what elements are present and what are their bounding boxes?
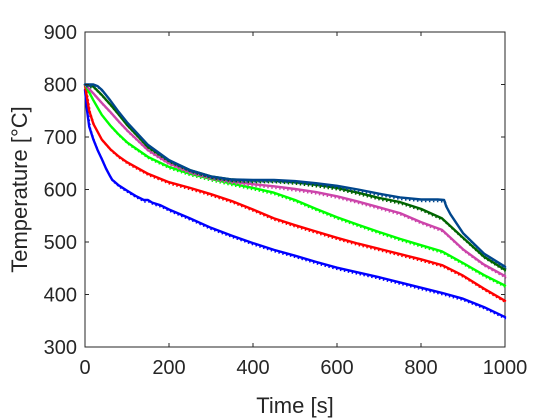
y-tick-label: 300 (44, 337, 77, 359)
x-tick-label: 400 (236, 357, 269, 379)
y-tick-label: 400 (44, 285, 77, 307)
y-tick-label: 900 (44, 22, 77, 44)
x-axis-label: Time [s] (256, 393, 333, 418)
y-tick-label: 500 (44, 232, 77, 254)
x-tick-label: 1000 (483, 357, 528, 379)
x-tick-label: 600 (320, 357, 353, 379)
y-tick-label: 800 (44, 75, 77, 97)
series-1-line (83, 88, 507, 319)
tick-layer: 0 200 400 600 800 1000 300 400 500 600 700 800 900 (44, 22, 528, 379)
y-axis-label: Temperature [°C] (7, 106, 32, 273)
series-4-dotted-line (85, 85, 507, 279)
series-3-dotted-line (85, 86, 507, 289)
series-2-line (83, 84, 507, 302)
x-tick-label: 0 (79, 357, 90, 379)
series-3-line (83, 83, 507, 287)
x-tick-label: 800 (404, 357, 437, 379)
series-6-line (83, 83, 507, 268)
series-4-line (83, 83, 507, 278)
series-6-dotted-line (86, 85, 507, 270)
series-layer (83, 83, 507, 320)
y-tick-label: 700 (44, 127, 77, 149)
x-tick-label: 200 (152, 357, 185, 379)
y-tick-label: 600 (44, 180, 77, 202)
